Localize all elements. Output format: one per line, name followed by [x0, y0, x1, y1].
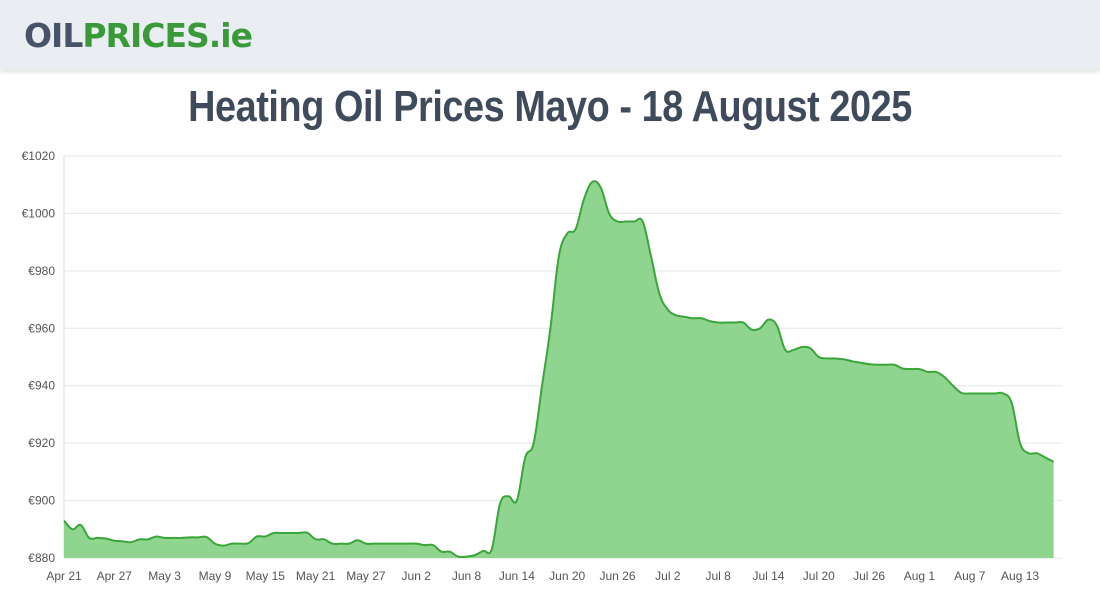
x-tick-label: Apr 21: [46, 569, 82, 583]
y-tick-label: €980: [28, 264, 55, 278]
x-tick-label: May 9: [199, 569, 232, 583]
logo-part-oil: OIL: [24, 16, 83, 55]
x-tick-label: Jul 14: [752, 569, 784, 583]
oilprices-logo[interactable]: OILPRICES.ie: [24, 14, 253, 58]
x-tick-label: Jun 2: [402, 569, 432, 583]
logo-part-prices: PRICES: [82, 16, 209, 55]
y-tick-label: €880: [28, 551, 55, 565]
x-tick-label: Jun 20: [549, 569, 585, 583]
y-tick-label: €940: [28, 379, 55, 393]
x-tick-label: Jun 26: [599, 569, 635, 583]
y-axis-ticks: €880 €900 €920 €940 €960 €980 €1000 €1020: [22, 149, 56, 565]
x-tick-label: Aug 13: [1001, 569, 1039, 583]
x-tick-label: Jul 20: [803, 569, 835, 583]
y-tick-label: €1000: [22, 206, 56, 220]
chart-title: Heating Oil Prices Mayo - 18 August 2025: [188, 82, 912, 131]
x-tick-label: Jul 2: [655, 569, 681, 583]
x-tick-label: Jun 8: [452, 569, 482, 583]
x-tick-label: Jul 26: [853, 569, 885, 583]
x-tick-label: Apr 27: [97, 569, 133, 583]
x-tick-label: May 15: [246, 569, 286, 583]
site-header: OILPRICES.ie: [0, 0, 1100, 70]
x-tick-label: Aug 1: [904, 569, 936, 583]
x-tick-label: May 27: [346, 569, 386, 583]
x-tick-label: May 3: [148, 569, 181, 583]
y-tick-label: €1020: [22, 149, 56, 163]
price-area-fill: [64, 181, 1054, 558]
y-tick-label: €960: [28, 321, 55, 335]
x-tick-label: May 21: [296, 569, 336, 583]
x-tick-label: Aug 7: [954, 569, 986, 583]
y-tick-label: €920: [28, 436, 55, 450]
x-tick-label: Jun 14: [499, 569, 535, 583]
logo-part-ie: .ie: [208, 16, 253, 55]
price-chart: €880 €900 €920 €940 €960 €980 €1000 €1020 Apr 2…: [22, 149, 1062, 583]
price-line: [63, 180, 1055, 559]
x-axis-ticks: Apr 21 Apr 27 May 3 May 9 May 15 May 21 May 27…: [46, 569, 1039, 583]
y-tick-label: €900: [28, 494, 55, 508]
x-tick-label: Jul 8: [705, 569, 731, 583]
